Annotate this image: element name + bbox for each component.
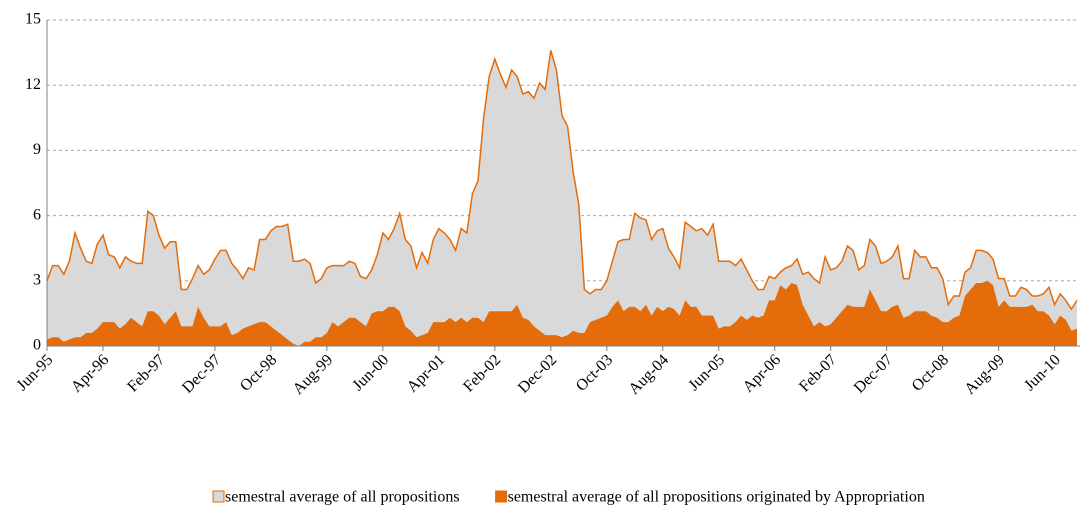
legend-label: semestral average of all propositions [225,489,460,506]
x-tick-label: Oct-03 [573,351,616,394]
x-tick-label: Apr-96 [68,351,112,395]
x-tick-label: Aug-04 [626,351,673,398]
y-tick-label: 15 [25,11,41,28]
x-tick-label: Dec-97 [179,351,224,396]
y-tick-label: 0 [33,337,41,354]
x-tick-label: Feb-02 [460,351,504,395]
x-tick-label: Apr-06 [740,351,784,395]
y-tick-label: 12 [25,76,41,93]
y-tick-label: 9 [33,141,41,158]
legend-swatch [495,490,508,503]
area-line [46,50,1078,311]
x-tick-label: Jun-95 [14,351,57,394]
x-tick-label: Jun-10 [1021,351,1064,394]
area [47,50,1077,347]
x-tick-label: Aug-99 [290,351,337,398]
legend-swatch [212,490,225,503]
x-tick-label: Jun-05 [685,351,728,394]
x-tick-label: Dec-02 [515,351,560,396]
y-tick-label: 3 [33,271,41,288]
x-tick-label: Jun-00 [349,351,392,394]
x-tick-label: Oct-98 [237,351,280,394]
x-tick-label: Feb-97 [124,351,168,395]
x-tick-label: Dec-07 [851,351,896,396]
legend-label: semestral average of all propositions or… [508,489,925,506]
x-tick-label: Apr-01 [404,351,448,395]
y-tick-label: 6 [33,206,41,223]
x-tick-label: Feb-07 [796,351,840,395]
x-tick-label: Oct-08 [909,351,952,394]
x-tick-label: Aug-09 [961,351,1008,398]
area [47,280,1077,346]
